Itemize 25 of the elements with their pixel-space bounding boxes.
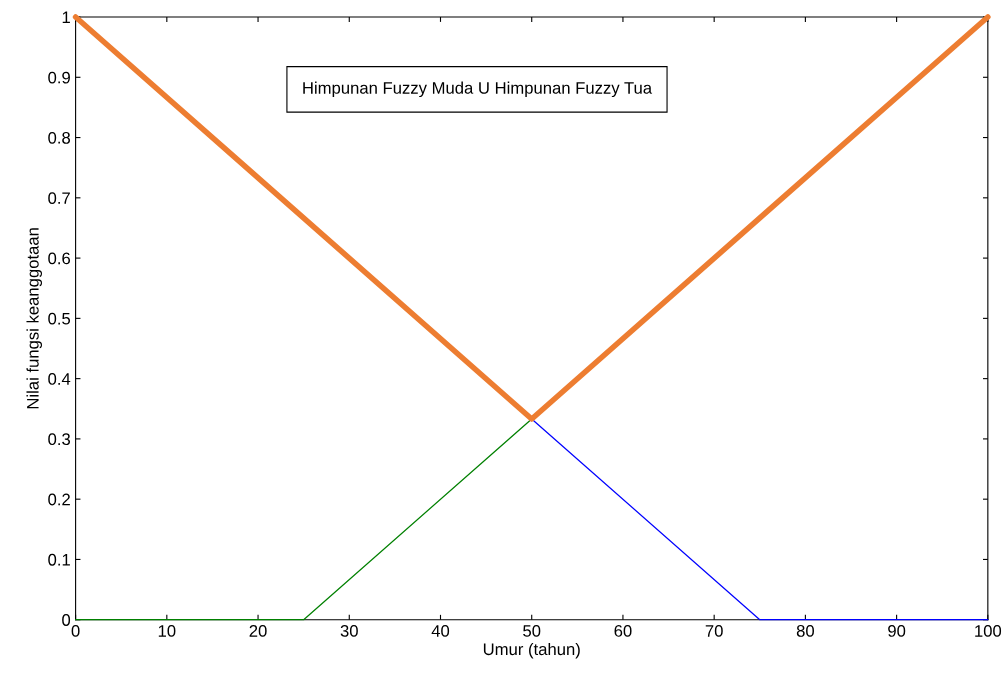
y-axis-title: Nilai fungsi keanggotaan bbox=[26, 228, 43, 409]
y-tick-label: 0.3 bbox=[48, 433, 71, 446]
x-tick-label: 30 bbox=[340, 625, 358, 637]
x-tick-label: 100 bbox=[975, 625, 1002, 637]
x-tick-label: 60 bbox=[614, 625, 632, 637]
x-tick-label: 70 bbox=[705, 625, 723, 637]
y-tick-label: 0.4 bbox=[48, 373, 71, 385]
y-tick-label: 0.1 bbox=[48, 553, 70, 566]
x-tick-label: 50 bbox=[523, 625, 541, 637]
y-tick-label: 0.7 bbox=[48, 192, 70, 205]
y-tick-label: 0.2 bbox=[48, 493, 70, 506]
y-tick-label: 1 bbox=[62, 11, 70, 24]
x-tick-label: 20 bbox=[249, 625, 267, 637]
y-tick-label: 0 bbox=[62, 614, 71, 626]
x-tick-label: 90 bbox=[888, 625, 906, 637]
x-tick-label: 80 bbox=[796, 625, 815, 637]
y-tick-label: 0.6 bbox=[48, 252, 71, 265]
y-tick-label: 0.9 bbox=[48, 71, 70, 84]
x-axis-title: Umur (tahun) bbox=[483, 642, 580, 659]
x-tick-label: 40 bbox=[431, 625, 450, 637]
annotation: Himpunan Fuzzy Muda U Himpunan Fuzzy Tua bbox=[303, 81, 653, 98]
y-tick-label: 0.8 bbox=[48, 131, 71, 144]
x-tick-label: 0 bbox=[71, 625, 80, 637]
y-tick-label: 0.5 bbox=[48, 312, 71, 325]
x-tick-label: 10 bbox=[158, 625, 176, 637]
